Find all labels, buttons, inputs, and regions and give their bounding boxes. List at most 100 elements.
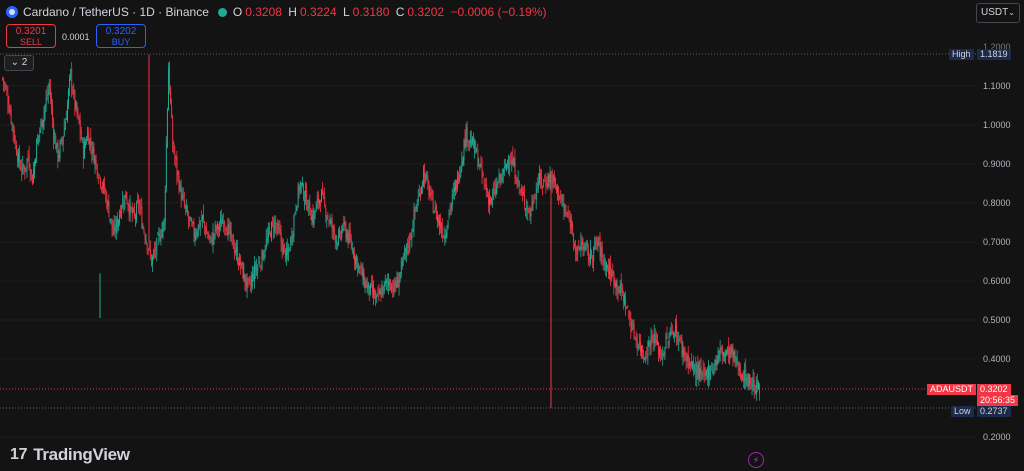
indicators-toggle-button[interactable]: ⌄ 2 <box>4 55 34 71</box>
candle-body <box>245 281 247 287</box>
candle-body <box>225 228 227 232</box>
candle-body <box>575 246 577 252</box>
candle-body <box>613 272 615 286</box>
candle-body <box>222 221 224 224</box>
candle-body <box>144 235 146 240</box>
candle-body <box>739 368 740 371</box>
candle-body <box>320 203 321 205</box>
candle-body <box>489 198 491 207</box>
candle-body <box>602 260 604 263</box>
candle-body <box>304 200 306 201</box>
candle-body <box>537 185 538 187</box>
candle-body <box>272 221 274 223</box>
candle-body <box>512 155 514 165</box>
candle-body <box>96 164 98 176</box>
candle-body <box>11 123 13 125</box>
candle-body <box>473 136 475 148</box>
candle-body <box>524 194 526 206</box>
candle-body <box>21 167 23 172</box>
candle-body <box>103 182 105 188</box>
candle-body <box>518 181 520 187</box>
candle-body <box>306 190 308 209</box>
candle-body <box>116 219 117 233</box>
candle-body <box>292 233 294 239</box>
candle-body <box>246 277 248 290</box>
candle-body <box>609 264 611 276</box>
symbol-title[interactable]: Cardano / TetherUS · 1D · Binance <box>23 5 209 19</box>
candle-body <box>594 241 596 250</box>
candle-body <box>343 220 345 226</box>
price-axis-tick: 1.2000 <box>983 42 1011 52</box>
sell-button[interactable]: 0.3201 SELL <box>6 24 56 48</box>
candle-body <box>2 77 4 79</box>
candle-body <box>122 198 124 208</box>
candle-body <box>327 215 329 218</box>
candle-body <box>708 365 710 380</box>
candle-body <box>66 119 67 120</box>
lightning-icon[interactable]: ⚡ <box>748 452 764 468</box>
candle-body <box>99 175 100 177</box>
candle-body <box>729 346 731 361</box>
candle-body <box>483 180 485 182</box>
candle-body <box>703 367 705 376</box>
tradingview-logo[interactable]: 17 TradingView <box>10 445 130 465</box>
candle-body <box>465 125 467 148</box>
candle-body <box>736 358 738 363</box>
candle-body <box>170 87 172 104</box>
candle-body <box>349 230 351 240</box>
candle-body <box>355 256 357 265</box>
currency-select[interactable]: USDT ⌄ <box>976 3 1020 23</box>
candle-body <box>529 206 531 217</box>
symbol-header[interactable]: Cardano / TetherUS · 1D · Binance O 0.320… <box>6 4 550 20</box>
candle-body <box>630 321 632 332</box>
candle-body <box>544 180 546 182</box>
candle-body <box>195 234 197 236</box>
candle-body <box>540 172 542 180</box>
candle-body <box>532 200 534 205</box>
candle-body <box>26 158 28 169</box>
candle-body <box>414 207 416 211</box>
candle-body <box>705 372 706 376</box>
candle-body <box>288 250 290 252</box>
candle-body <box>548 174 550 182</box>
candle-body <box>462 157 464 165</box>
candle-body <box>601 246 603 258</box>
candle-body <box>337 242 338 246</box>
candle-body <box>138 200 140 206</box>
candle-body <box>167 108 168 147</box>
candle-body <box>578 244 580 250</box>
candle-body <box>223 220 225 227</box>
candle-body <box>29 170 31 176</box>
candle-body <box>619 283 621 293</box>
buy-button[interactable]: 0.3202 BUY <box>96 24 146 48</box>
candle-body <box>451 194 453 205</box>
candle-body <box>151 254 152 266</box>
candle-body <box>74 90 76 109</box>
candle-body <box>727 347 729 354</box>
candle-body <box>543 180 545 183</box>
candle-body <box>572 224 573 231</box>
candle-body <box>34 162 35 174</box>
candle-body <box>388 282 390 286</box>
candle-body <box>482 173 484 177</box>
candle-body <box>213 234 215 236</box>
candle-body <box>459 175 461 180</box>
candle-body <box>658 342 660 356</box>
candle-body <box>342 228 344 230</box>
candle-body <box>183 194 184 198</box>
tradingview-logo-text: TradingView <box>33 445 130 464</box>
candle-body <box>698 368 700 379</box>
candle-body <box>185 205 186 208</box>
candle-body <box>740 371 741 378</box>
candle-body <box>509 163 511 168</box>
candle-body <box>525 208 527 210</box>
candle-body <box>661 352 663 360</box>
candle-body <box>517 178 519 182</box>
candle-body <box>24 171 26 173</box>
candle-body <box>731 348 733 355</box>
candle-body <box>531 202 533 210</box>
candle-body <box>402 259 403 266</box>
candle-body <box>702 368 704 370</box>
candle-body <box>410 234 412 240</box>
